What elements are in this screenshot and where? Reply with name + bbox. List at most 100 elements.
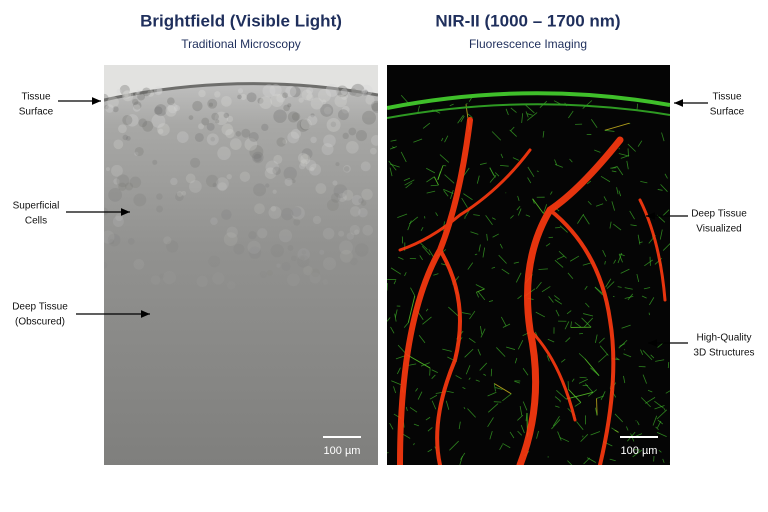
texture	[306, 93, 314, 102]
texture	[123, 93, 129, 99]
texture	[207, 98, 218, 109]
texture	[390, 139, 397, 142]
texture	[320, 103, 334, 117]
texture	[618, 153, 628, 157]
texture	[285, 85, 297, 97]
texture	[620, 155, 630, 159]
texture	[403, 322, 409, 328]
texture	[591, 119, 598, 128]
texture	[112, 106, 119, 113]
texture	[409, 407, 418, 413]
texture	[548, 296, 554, 303]
texture	[291, 206, 302, 217]
texture	[420, 242, 428, 250]
texture	[491, 266, 496, 269]
texture	[284, 177, 293, 187]
texture	[618, 190, 622, 197]
texture	[491, 131, 502, 141]
texture	[590, 367, 600, 376]
texture	[433, 273, 439, 276]
texture	[483, 373, 487, 376]
texture	[431, 374, 436, 379]
texture	[343, 165, 351, 173]
texture	[525, 412, 528, 422]
texture	[448, 306, 459, 317]
texture	[477, 291, 486, 301]
texture	[221, 96, 232, 107]
texture	[467, 113, 473, 119]
texture	[556, 390, 567, 400]
texture	[506, 346, 516, 350]
texture	[505, 108, 509, 116]
texture	[332, 180, 338, 186]
texture	[571, 378, 575, 382]
texture	[388, 160, 397, 171]
texture	[664, 408, 666, 411]
texture	[212, 182, 218, 188]
texture	[310, 136, 317, 144]
texture	[611, 201, 615, 211]
texture	[405, 182, 413, 189]
texture	[655, 359, 665, 362]
texture	[319, 249, 325, 255]
texture	[426, 176, 435, 183]
texture	[312, 215, 322, 225]
annotation: Tissue	[21, 92, 51, 103]
texture	[282, 92, 288, 99]
texture	[159, 273, 165, 279]
texture	[600, 391, 606, 400]
texture	[636, 421, 640, 426]
texture	[156, 205, 164, 213]
texture	[584, 285, 588, 290]
texture	[413, 443, 415, 446]
texture	[165, 105, 177, 117]
texture	[637, 234, 641, 245]
texture	[429, 394, 438, 400]
texture	[335, 162, 340, 167]
texture	[437, 165, 444, 181]
texture	[337, 109, 349, 121]
texture	[487, 417, 494, 428]
texture	[387, 452, 389, 454]
texture	[395, 355, 405, 360]
texture	[554, 295, 560, 301]
texture	[469, 310, 476, 320]
texture	[526, 112, 538, 121]
texture	[480, 326, 483, 335]
texture	[421, 245, 431, 256]
texture	[459, 455, 463, 465]
texture	[420, 362, 430, 367]
texture	[257, 228, 268, 239]
texture	[517, 295, 522, 300]
texture	[509, 129, 517, 137]
texture	[276, 263, 281, 268]
texture	[446, 390, 454, 394]
texture	[303, 265, 313, 276]
texture	[489, 430, 493, 440]
annotation: Deep Tissue	[12, 302, 68, 313]
texture	[310, 268, 320, 278]
texture	[349, 224, 361, 236]
texture	[166, 240, 179, 253]
texture	[403, 177, 411, 182]
texture	[201, 117, 210, 126]
texture	[115, 213, 124, 222]
texture	[512, 157, 520, 161]
texture	[259, 271, 267, 279]
texture	[321, 99, 327, 105]
texture	[570, 321, 572, 328]
texture	[265, 160, 279, 174]
texture	[637, 140, 643, 147]
texture	[215, 119, 220, 124]
texture	[206, 122, 215, 131]
texture	[252, 151, 264, 164]
texture	[596, 398, 598, 416]
texture	[310, 167, 315, 172]
texture	[499, 444, 503, 451]
texture	[396, 367, 401, 375]
texture	[323, 134, 336, 148]
texture	[665, 390, 670, 394]
texture	[239, 171, 251, 182]
texture	[362, 90, 369, 96]
texture	[521, 113, 524, 123]
